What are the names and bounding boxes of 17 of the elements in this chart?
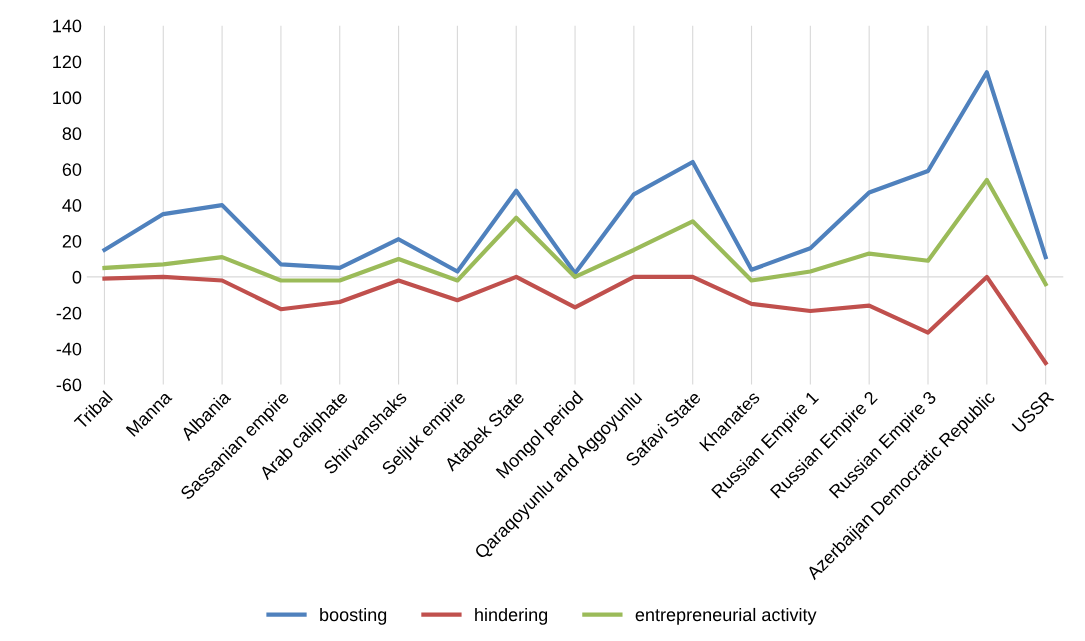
y-tick-label: 60 xyxy=(62,163,82,176)
y-tick-label: 0 xyxy=(72,270,82,284)
y-tick-label: 80 xyxy=(62,127,82,141)
line-series xyxy=(102,274,1048,366)
legend-label: entrepreneurial activity xyxy=(635,607,817,625)
y-tick-label: 40 xyxy=(62,199,82,212)
legend-label: hindering xyxy=(475,607,548,625)
y-tick-label: -60 xyxy=(56,378,82,392)
y-tick-label: 100 xyxy=(53,91,82,105)
y-tick-label: 120 xyxy=(53,55,82,69)
y-tick-label: 20 xyxy=(62,234,82,248)
y-tick-label: -40 xyxy=(56,342,82,356)
line-series xyxy=(102,70,1048,276)
line-series xyxy=(102,177,1048,287)
y-tick-label: -20 xyxy=(56,306,82,320)
y-tick-label: 140 xyxy=(53,19,82,33)
legend-label: boosting xyxy=(320,607,387,625)
